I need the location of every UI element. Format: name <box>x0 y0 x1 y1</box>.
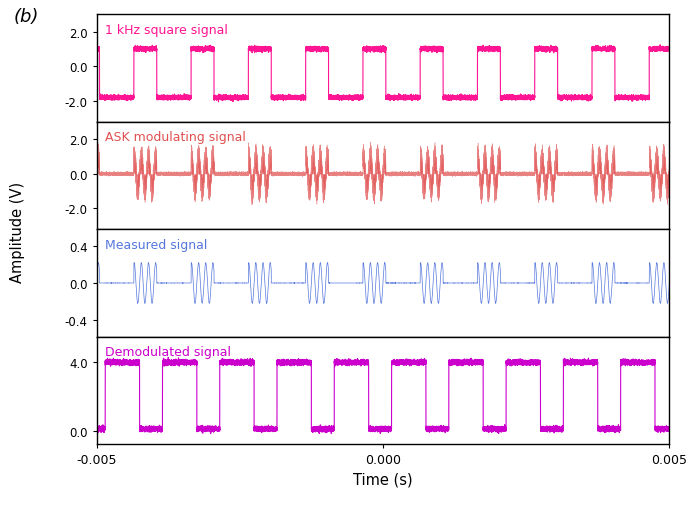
Text: ASK modulating signal: ASK modulating signal <box>105 131 246 144</box>
Text: Demodulated signal: Demodulated signal <box>105 345 231 359</box>
Text: Measured signal: Measured signal <box>105 238 208 251</box>
Text: Amplitude (V): Amplitude (V) <box>10 182 25 283</box>
Text: (b): (b) <box>14 8 39 26</box>
X-axis label: Time (s): Time (s) <box>353 472 413 487</box>
Text: 1 kHz square signal: 1 kHz square signal <box>105 24 228 37</box>
